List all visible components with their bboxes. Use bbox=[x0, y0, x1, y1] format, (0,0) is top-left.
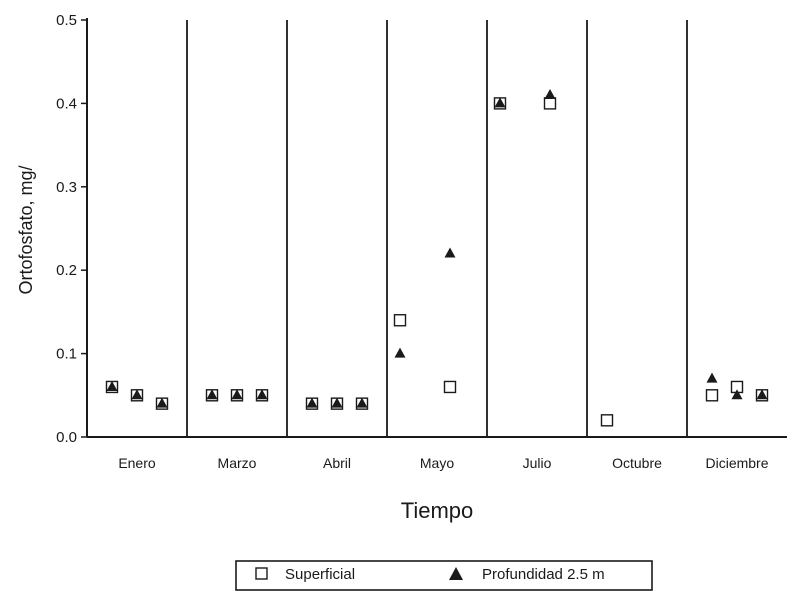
data-point-profundidad bbox=[706, 372, 718, 383]
data-point-superficial bbox=[600, 414, 614, 427]
x-tick-label: Octubre bbox=[612, 455, 662, 471]
y-tick-label: 0.3 bbox=[56, 179, 77, 196]
data-point-profundidad bbox=[256, 389, 268, 400]
legend: Superficial Profundidad 2.5 m bbox=[235, 560, 653, 591]
data-points bbox=[105, 89, 769, 427]
x-tick-label: Enero bbox=[118, 455, 156, 471]
x-tick-label: Marzo bbox=[218, 455, 257, 471]
x-tick-label: Abril bbox=[323, 455, 351, 471]
x-tick-label: Mayo bbox=[420, 455, 454, 471]
data-point-profundidad bbox=[544, 89, 556, 100]
x-tick-label: Julio bbox=[523, 455, 552, 471]
data-point-profundidad bbox=[106, 380, 118, 391]
data-point-superficial bbox=[443, 380, 457, 394]
y-tick-label: 0.0 bbox=[56, 429, 77, 446]
data-point-profundidad bbox=[156, 397, 168, 408]
data-point-profundidad bbox=[731, 389, 743, 400]
y-tick-label: 0.5 bbox=[56, 12, 77, 29]
y-tick-label: 0.4 bbox=[56, 95, 77, 112]
data-point-superficial bbox=[705, 389, 719, 402]
data-point-profundidad bbox=[131, 389, 143, 400]
data-point-profundidad bbox=[231, 389, 243, 400]
x-axis-title: Tiempo bbox=[401, 498, 474, 523]
legend-label-profundidad: Profundidad 2.5 m bbox=[482, 566, 605, 583]
data-point-profundidad bbox=[356, 397, 368, 408]
y-tick-label: 0.2 bbox=[56, 262, 77, 279]
y-tick-label: 0.1 bbox=[56, 346, 77, 363]
data-point-superficial bbox=[393, 314, 407, 327]
legend-label-superficial: Superficial bbox=[285, 566, 355, 583]
y-axis-title: Ortofosfato, mg/ bbox=[16, 165, 36, 294]
data-point-profundidad bbox=[756, 389, 768, 400]
data-point-profundidad bbox=[306, 397, 318, 408]
data-point-profundidad bbox=[206, 389, 218, 400]
month-dividers bbox=[186, 20, 688, 437]
data-point-superficial bbox=[543, 97, 557, 110]
axes bbox=[86, 18, 787, 438]
data-point-profundidad bbox=[494, 97, 506, 108]
x-axis-month-labels: Enero Marzo Abril Mayo Julio Octubre Diciembre bbox=[118, 455, 768, 471]
y-axis-ticks: 0.0 0.1 0.2 0.3 0.4 0.5 bbox=[56, 12, 87, 446]
data-point-profundidad bbox=[394, 347, 406, 358]
legend-triangle-icon bbox=[449, 567, 463, 580]
legend-box bbox=[235, 560, 653, 591]
legend-square-icon bbox=[255, 567, 268, 580]
data-point-profundidad bbox=[331, 397, 343, 408]
x-tick-label: Diciembre bbox=[705, 455, 768, 471]
data-point-profundidad bbox=[444, 247, 456, 258]
